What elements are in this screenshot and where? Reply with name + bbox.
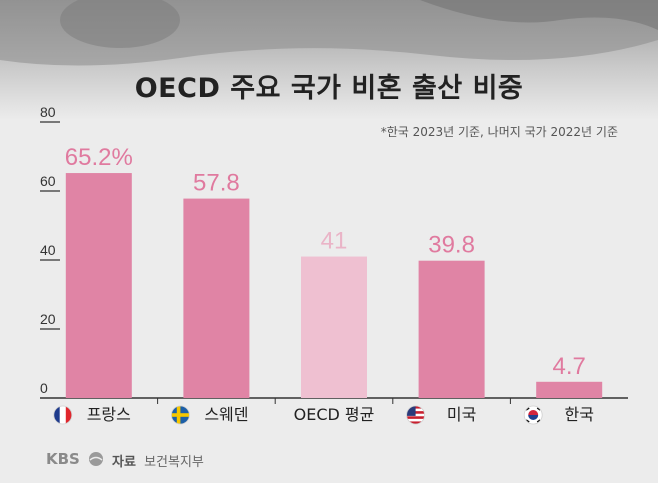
y-tick-label: 60 [40,173,56,189]
bar [301,256,367,398]
bar [418,260,485,398]
bar-chart: 0 20 40 60 80 65.2% 프랑스 57.8 스웨덴 41 OECD 평균 39.8 미국 4… [40,104,628,425]
bar [183,198,250,398]
background-photo [0,0,658,120]
chart-footnote: *한국 2023년 기준, 나머지 국가 2022년 기준 [380,125,618,139]
source-label: 자료 [112,455,136,470]
bar-value-label: 57.8 [193,170,240,197]
bar-value-label: 65.2% [65,144,133,171]
source-credit: 자료 보건복지부 [112,451,204,470]
y-tick-label: 0 [40,380,48,396]
category-label: 미국 [447,405,476,424]
chart-title: OECD 주요 국가 비혼 출산 비중 [134,73,524,104]
bar-value-label: 4.7 [553,353,586,380]
sweden-flag-icon [170,405,190,425]
bar [65,173,132,398]
korea-flag-icon [523,405,543,425]
category-label: 한국 [564,405,593,424]
usa-flag-icon [406,405,426,425]
y-tick-label: 80 [40,104,56,120]
y-tick-label: 20 [40,311,56,327]
france-flag-icon [53,405,73,425]
category-label: OECD 평균 [294,405,375,424]
svg-text:KBS: KBS [46,450,80,468]
bar [536,381,603,398]
category-label: 프랑스 [87,405,131,424]
y-tick-label: 40 [40,242,56,258]
kbs-logo: KBS [46,450,103,468]
category-label: 스웨덴 [204,405,248,424]
bar-value-label: 41 [321,228,348,255]
source-value: 보건복지부 [144,455,204,470]
bar-value-label: 39.8 [428,232,475,259]
